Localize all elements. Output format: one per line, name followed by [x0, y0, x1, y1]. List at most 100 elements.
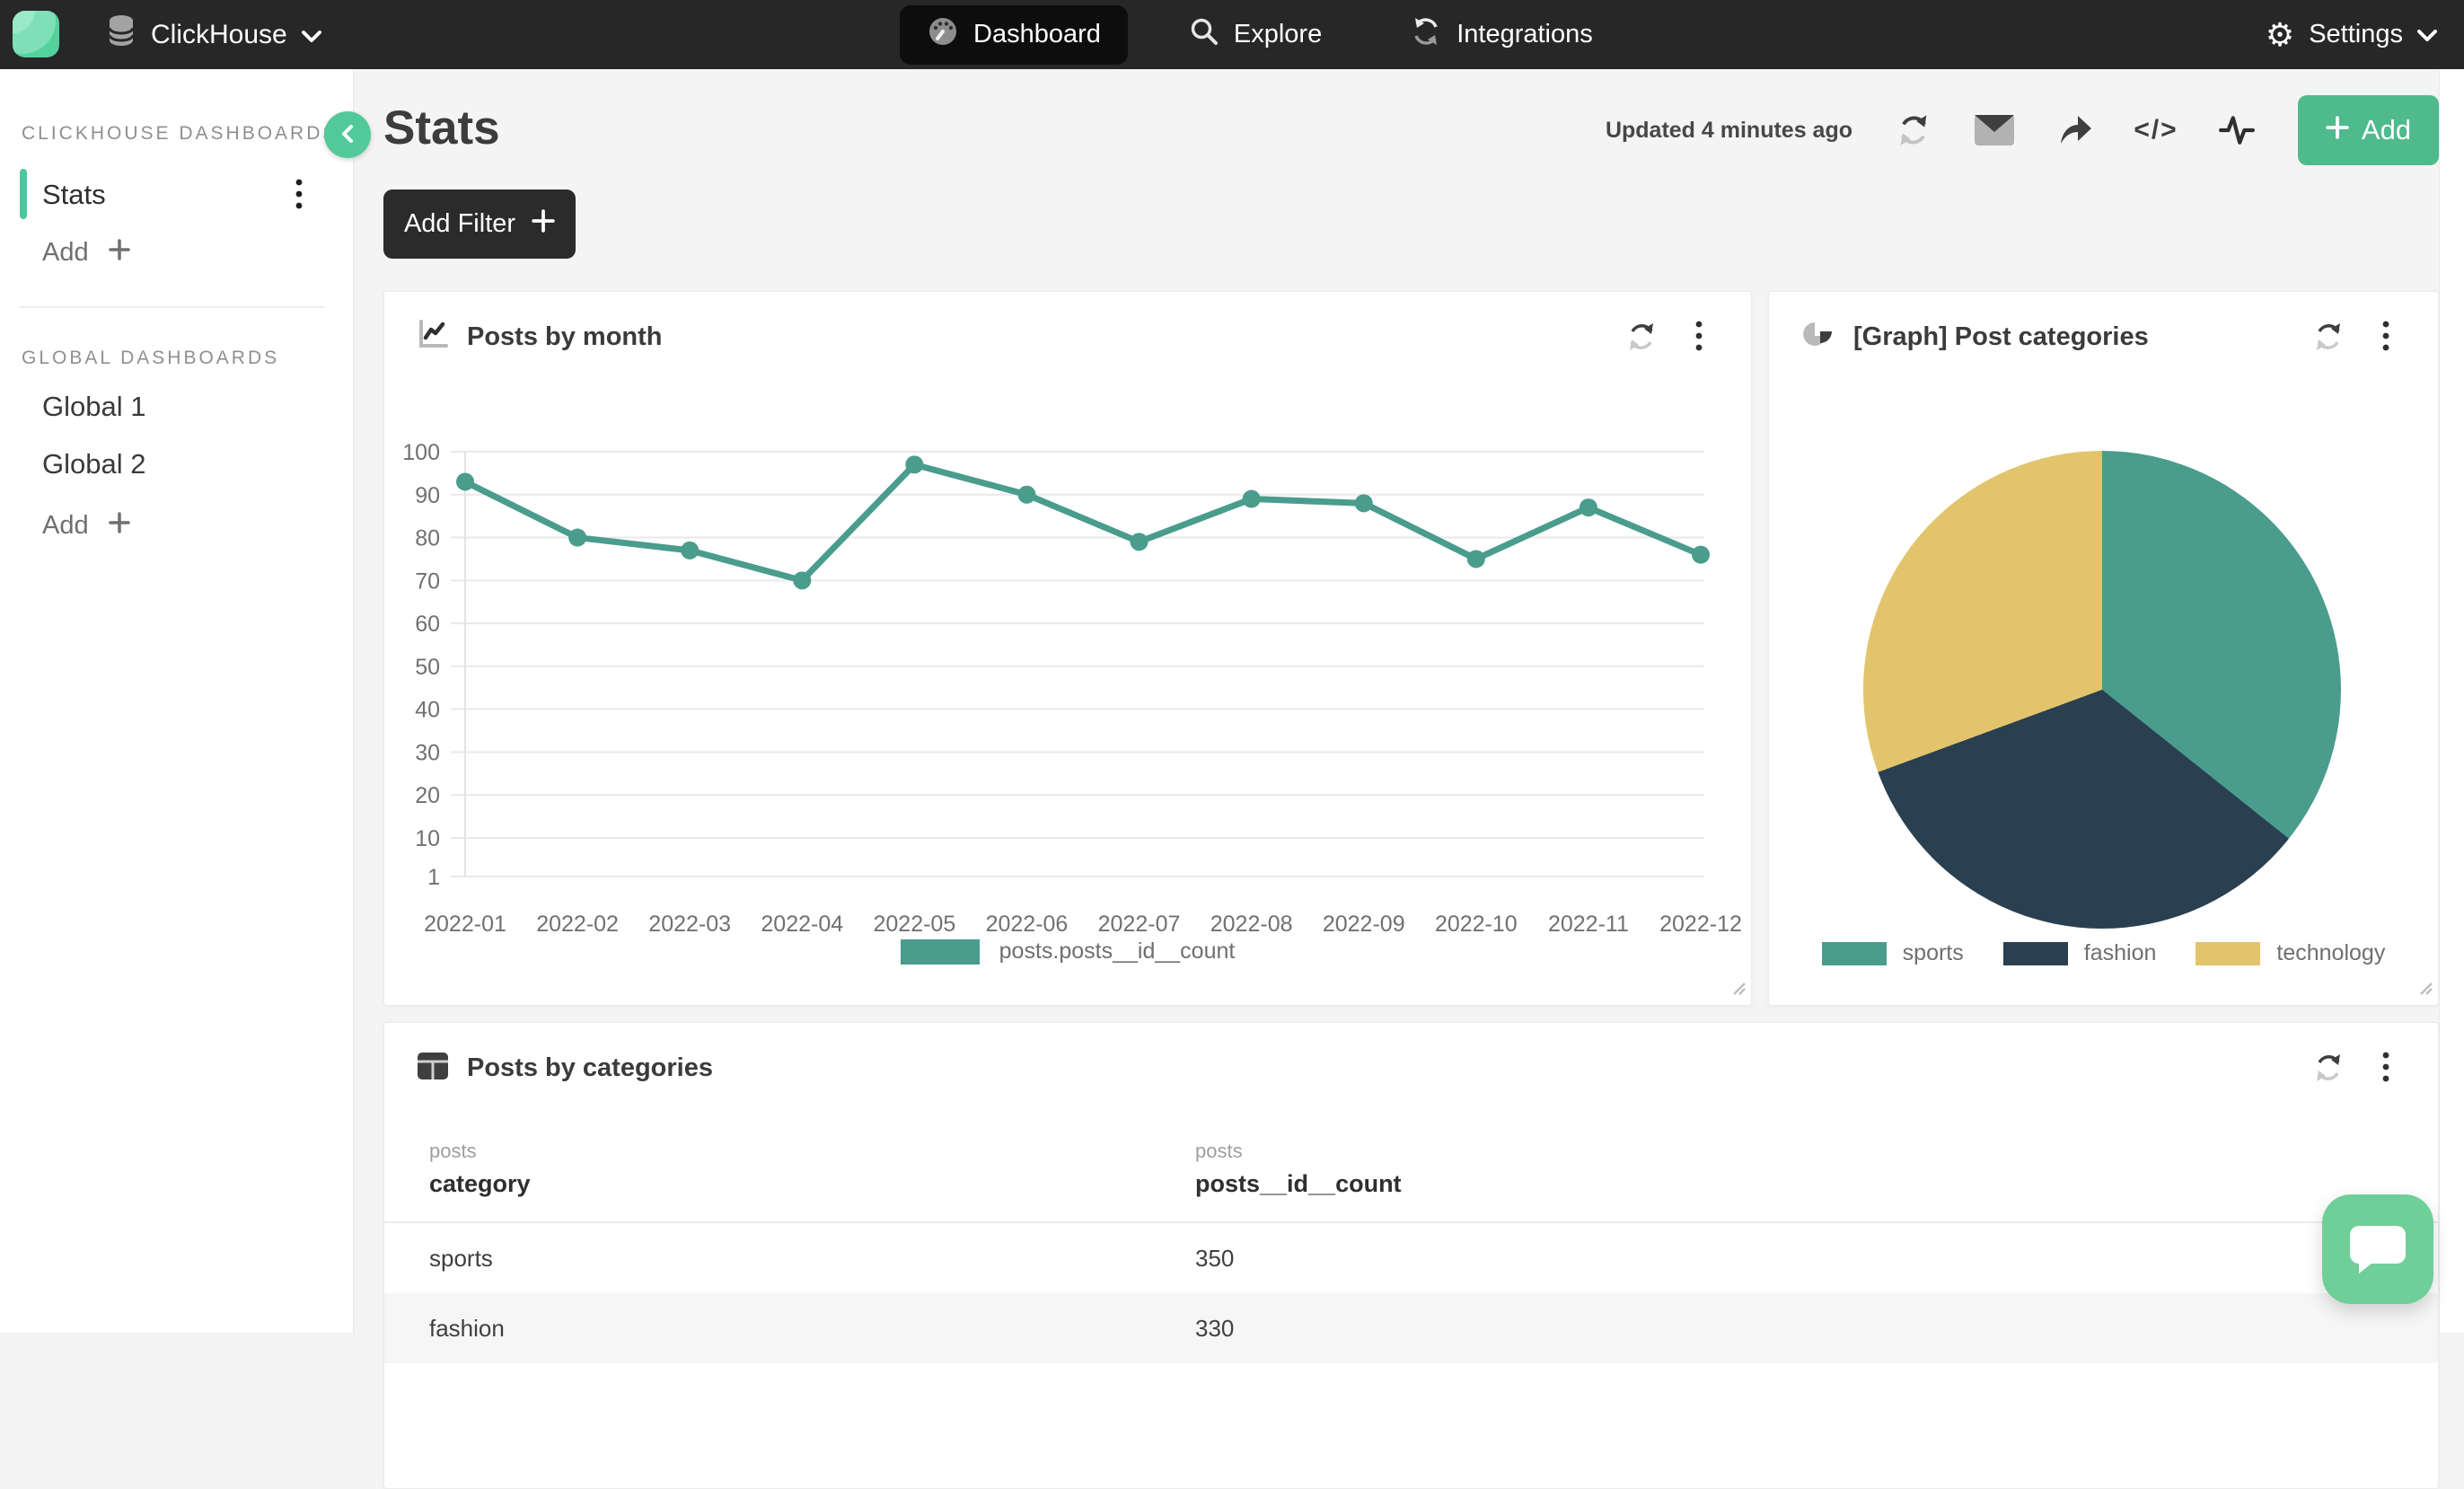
sync-icon [1410, 15, 1442, 55]
add-global-dashboard-label: Add [42, 511, 89, 541]
search-icon [1189, 16, 1219, 54]
tab-explore-label: Explore [1234, 20, 1322, 49]
svg-text:100: 100 [402, 440, 440, 465]
sidebar-item-stats[interactable]: Stats [0, 164, 354, 224]
top-nav: ClickHouse Dashboard [0, 0, 2464, 69]
sidebar-item-stats-label: Stats [42, 179, 106, 211]
column-group-label: posts [429, 1140, 1150, 1163]
scrollbar-track[interactable] [2439, 69, 2464, 1333]
kebab-menu-icon[interactable] [295, 177, 304, 217]
svg-text:90: 90 [415, 483, 440, 508]
chevron-down-icon [2417, 20, 2437, 49]
share-button[interactable] [2055, 110, 2095, 150]
post-categories-pie-chart [1863, 451, 2341, 929]
table-header-row: posts category posts posts__id__count [384, 1109, 2438, 1223]
pie-chart-icon [1801, 318, 1835, 357]
speech-bubble-icon [2348, 1222, 2407, 1277]
app-logo[interactable] [13, 11, 59, 57]
svg-text:2022-09: 2022-09 [1323, 912, 1405, 937]
svg-text:2022-02: 2022-02 [536, 912, 619, 937]
column-header-count[interactable]: posts__id__count [1195, 1170, 2438, 1198]
tab-explore[interactable]: Explore [1162, 5, 1349, 65]
column-header-category[interactable]: category [429, 1170, 1150, 1198]
svg-text:10: 10 [415, 826, 440, 851]
sidebar-item-global-1[interactable]: Global 1 [42, 391, 145, 423]
svg-text:80: 80 [415, 526, 440, 551]
resize-handle-icon[interactable] [1729, 978, 1747, 1000]
settings-menu[interactable]: ⚙ Settings [2266, 0, 2437, 69]
column-group-label: posts [1195, 1140, 2438, 1163]
database-icon [106, 13, 136, 57]
svg-text:50: 50 [415, 655, 440, 680]
sidebar-collapse-button[interactable] [324, 111, 371, 158]
dashboard-toolbar: Updated 4 minutes ago </> Add [1606, 95, 2439, 165]
main-nav-tabs: Dashboard Explore Integrations [900, 0, 1620, 69]
plus-icon [532, 209, 555, 240]
sidebar-item-global-2[interactable]: Global 2 [42, 448, 145, 480]
svg-text:30: 30 [415, 740, 440, 765]
workspace-name: ClickHouse [151, 20, 287, 50]
card-title: Posts by categories [467, 1053, 713, 1083]
refresh-widget-button[interactable] [2309, 317, 2348, 357]
legend-swatch [901, 939, 980, 965]
add-dashboard-label: Add [42, 238, 89, 268]
workspace-switcher[interactable]: ClickHouse [106, 0, 321, 69]
table-row[interactable]: sports 350 [384, 1223, 2438, 1293]
card-post-categories: [Graph] Post categories sports fashion t… [1768, 291, 2439, 1006]
svg-text:20: 20 [415, 783, 440, 808]
widget-kebab-menu[interactable] [2366, 1048, 2406, 1088]
legend-swatch-sports [1822, 942, 1887, 965]
cell-category: fashion [384, 1293, 1150, 1363]
add-filter-label: Add Filter [404, 209, 515, 239]
updated-timestamp: Updated 4 minutes ago [1606, 118, 1852, 144]
svg-text:2022-05: 2022-05 [873, 912, 955, 937]
widget-kebab-menu[interactable] [2366, 317, 2406, 357]
svg-text:1: 1 [427, 865, 440, 890]
legend-swatch-technology [2196, 942, 2260, 965]
dashboard-gauge-icon [927, 15, 959, 55]
plus-icon [109, 511, 130, 541]
embed-code-button[interactable]: </> [2136, 110, 2176, 150]
svg-text:60: 60 [415, 612, 440, 637]
svg-text:2022-01: 2022-01 [424, 912, 506, 937]
add-widget-button[interactable]: Add [2298, 95, 2439, 165]
legend-label: posts.posts__id__count [999, 938, 1236, 965]
email-button[interactable] [1975, 110, 2014, 150]
line-chart-legend: posts.posts__id__count [384, 938, 1751, 965]
plus-icon [2326, 114, 2349, 146]
add-filter-button[interactable]: Add Filter [383, 189, 576, 259]
sidebar-divider [20, 306, 325, 308]
sidebar-add-dashboard-button[interactable]: Add [42, 238, 130, 268]
activity-pulse-button[interactable] [2217, 110, 2257, 150]
table-row[interactable]: fashion 330 [384, 1293, 2438, 1363]
sidebar-section-global-dashboards: GLOBAL DASHBOARDS [22, 348, 279, 369]
tab-integrations[interactable]: Integrations [1383, 5, 1620, 65]
svg-text:2022-12: 2022-12 [1659, 912, 1742, 937]
cell-count: 350 [1150, 1223, 2438, 1293]
tab-dashboard-label: Dashboard [973, 20, 1101, 49]
refresh-widget-button[interactable] [2309, 1048, 2348, 1088]
gear-icon: ⚙ [2266, 19, 2294, 51]
svg-text:2022-08: 2022-08 [1210, 912, 1293, 937]
svg-text:40: 40 [415, 698, 440, 723]
tab-dashboard[interactable]: Dashboard [900, 5, 1128, 65]
table-icon [417, 1052, 449, 1085]
cell-count: 330 [1150, 1293, 2438, 1363]
card-title: [Graph] Post categories [1853, 322, 2149, 352]
svg-text:70: 70 [415, 568, 440, 594]
legend-label-fashion: fashion [2084, 940, 2157, 966]
chat-widget-button[interactable] [2322, 1194, 2433, 1304]
svg-text:2022-04: 2022-04 [761, 912, 843, 937]
resize-handle-icon[interactable] [2416, 978, 2433, 1000]
svg-text:2022-06: 2022-06 [986, 912, 1069, 937]
cell-category: sports [384, 1223, 1150, 1293]
refresh-button[interactable] [1894, 110, 1933, 150]
card-posts-by-categories: Posts by categories posts category posts… [383, 1022, 2439, 1489]
svg-text:2022-11: 2022-11 [1548, 912, 1629, 937]
active-indicator [20, 169, 27, 219]
settings-label: Settings [2309, 20, 2403, 49]
sidebar-add-global-dashboard-button[interactable]: Add [42, 511, 130, 541]
svg-text:2022-07: 2022-07 [1098, 912, 1181, 937]
svg-text:2022-10: 2022-10 [1435, 912, 1518, 937]
